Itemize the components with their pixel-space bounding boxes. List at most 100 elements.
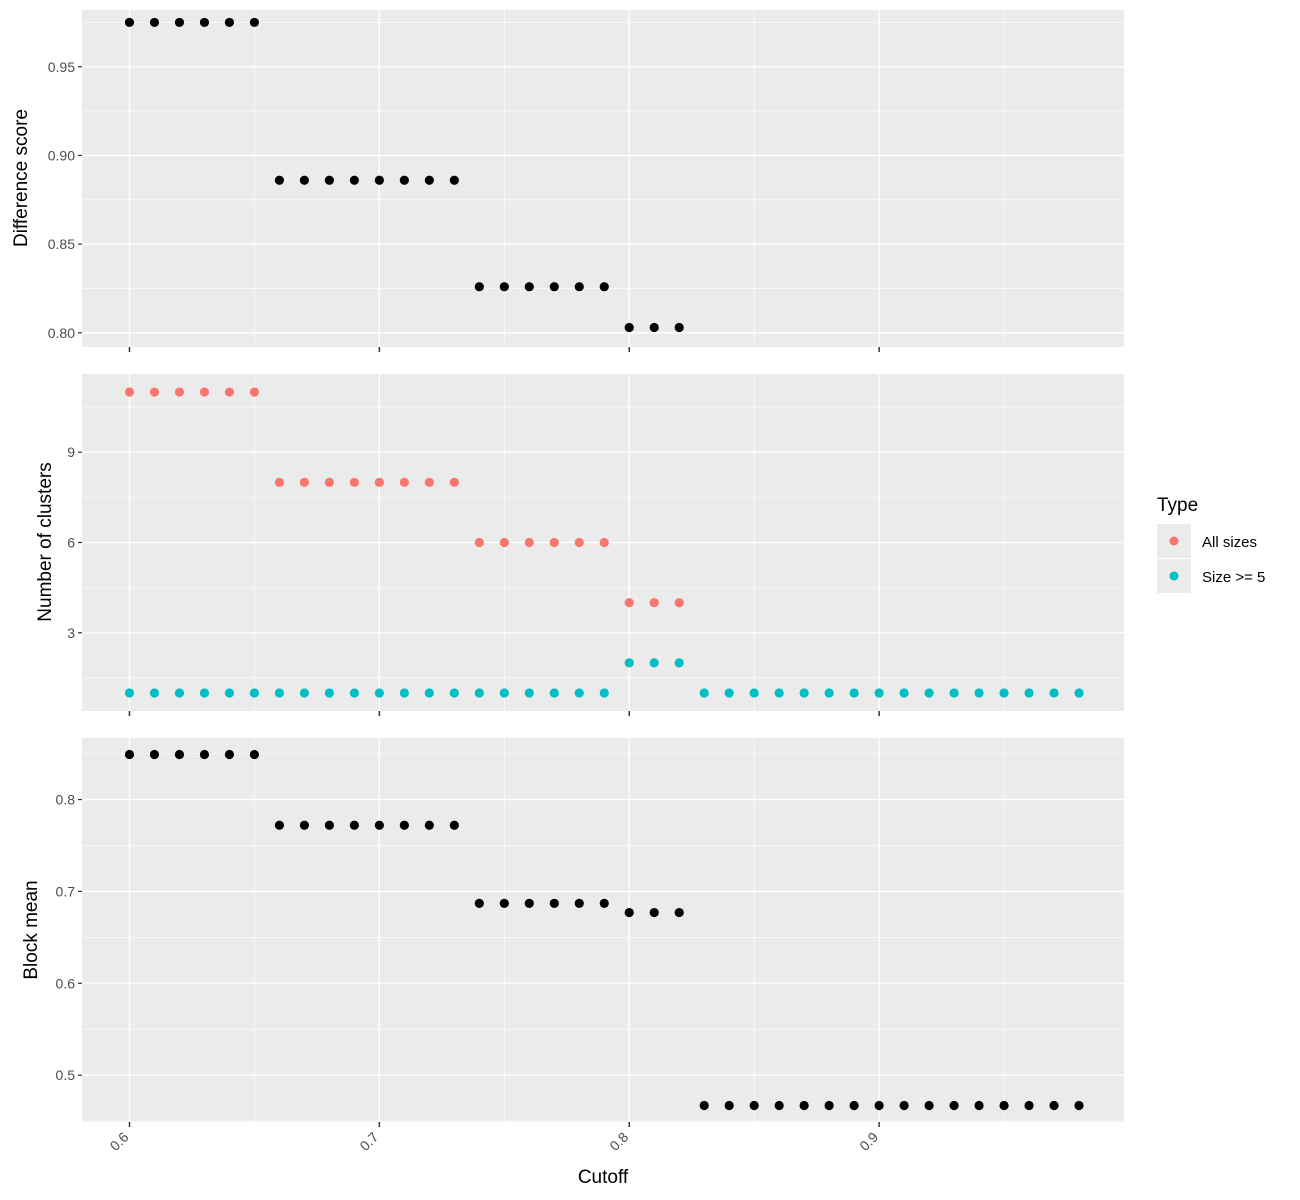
data-point-size-5 — [249, 688, 260, 698]
y-axis-title-difference-score: Difference score — [11, 109, 32, 247]
data-point-size-5 — [474, 688, 484, 698]
data-point-size-5 — [749, 688, 759, 698]
x-tick-label: 0.9 — [856, 1129, 881, 1154]
data-point — [424, 820, 434, 830]
data-point — [449, 820, 459, 830]
data-point-all-sizes — [299, 477, 309, 487]
data-point — [674, 322, 684, 333]
data-point-all-sizes — [674, 598, 684, 608]
data-points — [124, 749, 1084, 1111]
data-point-size-5 — [999, 688, 1009, 698]
y-tick-label: 0.85 — [48, 236, 75, 252]
data-point-size-5 — [824, 688, 834, 698]
data-point — [999, 1100, 1009, 1111]
data-point — [174, 749, 185, 760]
data-point — [474, 898, 484, 908]
data-point-all-sizes — [224, 387, 235, 397]
y-tick-label: 0.5 — [56, 1067, 76, 1083]
data-point — [1074, 1100, 1084, 1111]
data-point-all-sizes — [449, 477, 459, 487]
data-point — [124, 17, 135, 28]
data-point — [274, 820, 285, 830]
y-tick-label: 0.80 — [48, 325, 75, 341]
data-point — [724, 1100, 734, 1111]
data-point — [649, 907, 659, 918]
data-point-size-5 — [849, 688, 859, 698]
legend-key-size-ge-5 — [1169, 571, 1179, 581]
y-tick-label: 0.95 — [48, 59, 75, 75]
y-tick-label: 9 — [67, 444, 75, 460]
data-point — [1049, 1100, 1059, 1111]
data-point-size-5 — [674, 658, 684, 668]
data-point — [774, 1100, 784, 1111]
data-point — [224, 17, 235, 28]
data-point — [874, 1100, 884, 1111]
data-point-all-sizes — [524, 537, 534, 548]
data-point — [499, 282, 509, 292]
data-point — [674, 907, 684, 918]
y-axis-title-number-of-clusters: Number of clusters — [35, 462, 56, 621]
data-point — [624, 907, 634, 918]
data-point-size-5 — [1074, 688, 1084, 698]
gridlines — [82, 10, 1124, 347]
data-point-all-sizes — [124, 387, 135, 397]
data-point — [324, 175, 334, 185]
data-point — [149, 17, 160, 28]
gridlines — [82, 374, 1124, 711]
data-point-size-5 — [124, 688, 135, 698]
data-point-size-5 — [1049, 688, 1059, 698]
panel-number-of-clusters: 3 6 9 Number of clusters — [35, 374, 1124, 716]
x-axis-title-cutoff: Cutoff — [578, 1167, 629, 1188]
data-point — [899, 1100, 909, 1111]
data-point-all-sizes — [349, 477, 359, 487]
data-point-all-sizes — [549, 537, 559, 548]
data-point-all-sizes — [274, 477, 285, 487]
data-point — [424, 175, 434, 185]
data-point-size-5 — [274, 688, 285, 698]
data-point — [649, 322, 659, 333]
data-point — [324, 820, 334, 830]
data-point-size-5 — [399, 688, 409, 698]
data-point — [699, 1100, 709, 1111]
data-point-all-sizes — [599, 537, 609, 548]
panel-difference-score: 0.80 0.85 0.90 0.95 Difference score — [11, 10, 1124, 352]
data-point-size-5 — [149, 688, 160, 698]
data-point-size-5 — [699, 688, 709, 698]
data-point — [174, 17, 185, 28]
data-point-size-5 — [799, 688, 809, 698]
panel-background — [82, 10, 1124, 347]
data-point-all-sizes — [424, 477, 434, 487]
data-point-size-5 — [649, 658, 659, 668]
data-point — [399, 175, 409, 185]
legend-title: Type — [1157, 495, 1198, 516]
data-point-size-5 — [299, 688, 309, 698]
data-point — [224, 749, 235, 760]
x-tick-label: 0.8 — [606, 1129, 631, 1154]
data-point — [349, 175, 359, 185]
y-tick-label: 6 — [67, 535, 75, 551]
data-point-size-5 — [449, 688, 459, 698]
data-point-size-5 — [324, 688, 334, 698]
data-point — [574, 282, 584, 292]
legend-key-all-sizes — [1169, 536, 1179, 546]
data-point-all-sizes — [374, 477, 384, 487]
data-point-size-5 — [599, 688, 609, 698]
data-point-size-5 — [499, 688, 509, 698]
data-points — [124, 17, 684, 333]
legend-label-size-ge-5: Size >= 5 — [1202, 569, 1265, 586]
y-tick-label: 0.8 — [56, 792, 76, 808]
data-point-size-5 — [874, 688, 884, 698]
data-point — [549, 898, 559, 908]
y-tick-label: 0.7 — [56, 883, 76, 899]
panel-background — [82, 738, 1124, 1122]
data-point — [549, 282, 559, 292]
data-point — [299, 820, 309, 830]
gridlines — [82, 738, 1124, 1122]
data-point — [924, 1100, 934, 1111]
data-point-size-5 — [374, 688, 384, 698]
data-point — [524, 898, 534, 908]
y-tick-label: 0.90 — [48, 147, 75, 163]
data-point-size-5 — [349, 688, 359, 698]
data-point — [524, 282, 534, 292]
data-point — [474, 282, 484, 292]
